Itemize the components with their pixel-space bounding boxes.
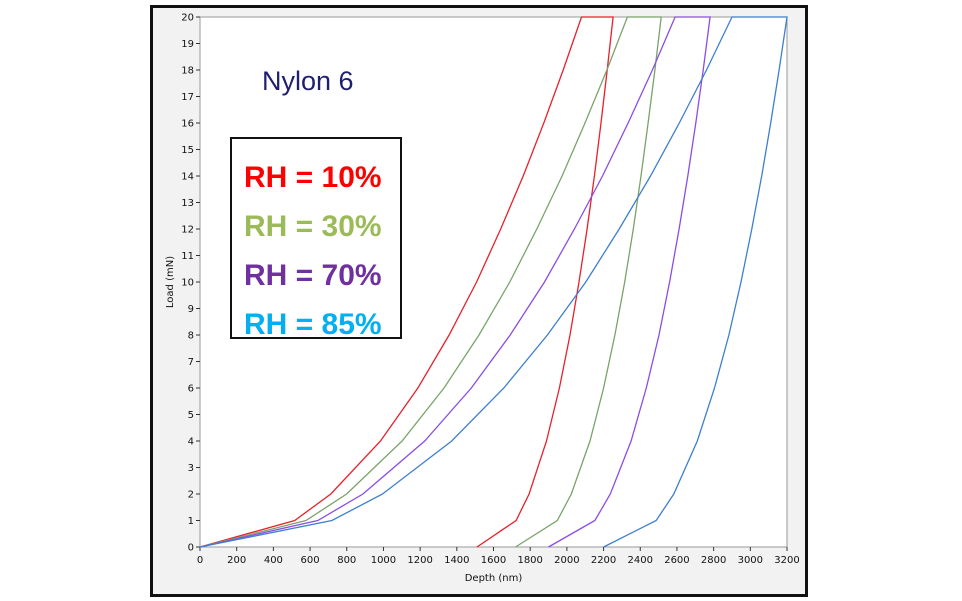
series-line-30pct	[199, 16, 662, 548]
x-tick-label: 2400	[628, 555, 653, 566]
series-line-70pct	[199, 16, 711, 548]
x-tick-label: 1200	[407, 555, 432, 566]
x-tick-label: 3000	[738, 555, 763, 566]
y-tick-label: 11	[181, 251, 194, 262]
y-tick-label: 15	[181, 145, 194, 156]
x-tick-label: 1800	[517, 555, 542, 566]
legend: RH = 10% RH = 30% RH = 70% RH = 85%	[230, 137, 402, 341]
x-tick-label: 1000	[371, 555, 396, 566]
y-tick-label: 16	[181, 119, 194, 130]
y-tick-label: 13	[181, 198, 194, 209]
x-tick-label: 800	[337, 555, 356, 566]
x-tick-label: 0	[197, 555, 203, 566]
y-tick-label: 9	[188, 304, 194, 315]
y-tick-label: 6	[188, 384, 194, 395]
x-tick-label: 2000	[554, 555, 579, 566]
y-tick-label: 8	[188, 331, 194, 342]
x-tick-label: 600	[301, 555, 320, 566]
y-tick-label: 5	[188, 410, 194, 421]
y-tick-label: 7	[188, 357, 194, 368]
x-tick-label: 2200	[591, 555, 616, 566]
y-tick-label: 1	[188, 516, 194, 527]
x-tick-label: 2800	[701, 555, 726, 566]
x-axis-label: Depth (nm)	[465, 573, 523, 584]
y-tick-label: 2	[188, 490, 194, 501]
x-tick-label: 400	[264, 555, 283, 566]
y-tick-label: 20	[181, 13, 194, 24]
y-tick-label: 14	[181, 172, 194, 183]
y-tick-label: 12	[181, 225, 194, 236]
y-tick-label: 18	[181, 66, 194, 77]
y-tick-label: 3	[188, 463, 194, 474]
y-tick-label: 19	[181, 39, 194, 50]
x-tick-label: 1600	[481, 555, 506, 566]
x-tick-label: 3200	[774, 555, 799, 566]
chart-title: Nylon 6	[262, 66, 354, 96]
x-tick-label: 200	[227, 555, 246, 566]
legend-entry-rh70: RH = 70%	[244, 259, 382, 292]
y-tick-label: 0	[188, 543, 194, 554]
series-line-85pct	[199, 16, 788, 548]
legend-entry-rh30: RH = 30%	[244, 210, 382, 243]
y-tick-label: 10	[181, 278, 194, 289]
x-tick-label: 1400	[444, 555, 469, 566]
y-axis-label: Load (mN)	[165, 256, 176, 308]
y-tick-label: 17	[181, 92, 194, 103]
series-line-10pct	[199, 16, 614, 548]
legend-entry-rh10: RH = 10%	[244, 161, 382, 194]
legend-entry-rh85: RH = 85%	[244, 308, 382, 341]
y-tick-label: 4	[188, 437, 194, 448]
x-tick-label: 2600	[664, 555, 689, 566]
